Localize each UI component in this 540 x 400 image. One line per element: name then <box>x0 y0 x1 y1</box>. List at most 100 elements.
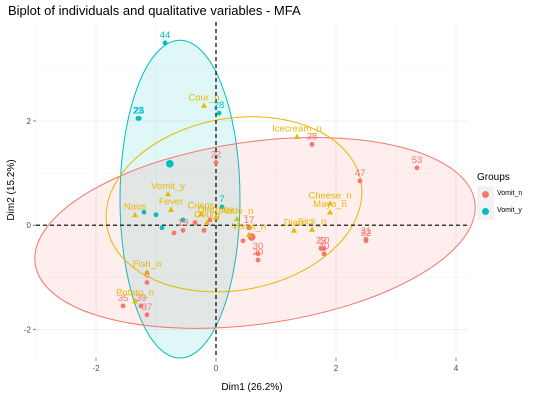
individual-point <box>309 142 315 147</box>
individual-label: 7 <box>219 194 224 205</box>
individual-label: 30 <box>253 241 264 252</box>
individual-point <box>144 280 150 285</box>
y-axis-title: Dim2 (15.2%) <box>6 159 17 220</box>
variable-label: Cour_n <box>188 92 219 103</box>
individual-label: 35 <box>118 293 129 304</box>
individual-label: 38 <box>307 131 318 142</box>
individual-label: 23 <box>133 105 144 116</box>
variable-label: Abdo_n <box>221 206 254 217</box>
variable-point <box>213 214 219 220</box>
individual-label: 26 <box>134 105 145 116</box>
y-tick-label: -2 <box>24 325 32 334</box>
individual-point <box>171 230 177 236</box>
individual-label: 53 <box>412 155 423 166</box>
variable-point <box>234 215 240 222</box>
individual-point <box>240 238 246 244</box>
variable-label: Sick_n <box>298 216 327 227</box>
individual-point <box>120 303 126 309</box>
individual-label: 19 <box>178 217 189 228</box>
variable-point <box>294 133 300 140</box>
individual-label: 32 <box>361 228 372 239</box>
variable-point <box>132 211 138 218</box>
individual-label: 8 <box>144 269 149 280</box>
variable-point <box>132 297 138 304</box>
legend-key-vomit-y <box>477 203 494 220</box>
variable-label: Icecream_n <box>272 124 322 135</box>
variable-label: Diarrhea <box>198 204 235 215</box>
individual-point <box>363 236 369 242</box>
variable-label: Fever <box>159 197 183 208</box>
x-axis-title: Dim1 (26.2%) <box>221 382 282 393</box>
individual-point <box>138 303 144 309</box>
variable-label: Mayo_n <box>313 199 347 210</box>
variable-label: Crisps <box>188 201 215 212</box>
individual-point <box>207 217 213 223</box>
individual-label: 44 <box>160 30 171 41</box>
individual-point <box>159 225 165 231</box>
variable-label: Diarr <box>284 217 305 228</box>
ellipse-vomit-y <box>119 39 241 359</box>
x-tick-label: 2 <box>334 364 339 373</box>
individual-point <box>153 212 159 218</box>
y-tick-label: 0 <box>27 221 32 230</box>
ellipse-vomit-n <box>34 137 476 329</box>
x-tick-label: 4 <box>454 364 459 373</box>
individual-point <box>219 204 225 210</box>
x-tick-label: 0 <box>214 364 219 373</box>
individual-point <box>321 251 327 257</box>
individual-label: 40 <box>319 241 330 252</box>
individual-label: 17 <box>244 215 255 226</box>
individual-point <box>162 40 168 46</box>
individual-label: 20 <box>253 247 264 258</box>
variable-label: Cheese_n <box>308 190 351 201</box>
individual-point <box>213 160 219 166</box>
individual-point <box>246 225 252 231</box>
individual-point <box>192 220 198 225</box>
variable-point <box>168 206 174 212</box>
individual-label: 31 <box>361 226 372 237</box>
individual-label: 37 <box>142 302 153 313</box>
individual-point <box>180 227 186 233</box>
individual-point <box>357 178 363 184</box>
variable-label: Vomit_y <box>151 181 185 192</box>
variable-point <box>144 269 150 275</box>
individual-point <box>141 209 147 215</box>
legend-label-vomit-y: Vomit_y <box>497 207 522 214</box>
individual-point <box>255 257 261 263</box>
variable-point <box>165 190 171 197</box>
individual-point <box>414 165 420 171</box>
y-tick-label: 2 <box>27 117 32 126</box>
individual-label: 47 <box>355 168 366 179</box>
individual-label: 50 <box>319 236 330 247</box>
variable-label: Fish_n <box>133 259 162 270</box>
variable-point <box>309 226 315 232</box>
chart-title: Biplot of individuals and qualitative va… <box>8 3 301 18</box>
variable-point <box>291 227 297 233</box>
legend-key-vomit-n <box>477 186 494 203</box>
individual-point <box>180 217 186 223</box>
variable-point <box>201 102 207 108</box>
variable-point <box>246 231 252 237</box>
variable-label: Naus <box>124 202 146 213</box>
variable-point <box>327 200 333 206</box>
individual-point <box>201 227 207 233</box>
individual-point <box>136 115 142 121</box>
individual-label: 28 <box>214 100 225 111</box>
variable-point <box>198 210 204 217</box>
individual-point <box>318 246 324 252</box>
individual-label: 29 <box>316 236 327 247</box>
variable-label: Vomit_n <box>232 222 266 233</box>
variable-label: Potato_n <box>116 288 154 299</box>
variable-point <box>204 219 210 225</box>
legend-title: Groups <box>477 172 510 183</box>
variable-point <box>327 209 333 215</box>
individual-label: 22 <box>211 150 222 161</box>
individual-point <box>144 312 150 318</box>
individual-point <box>216 110 222 116</box>
legend-label-vomit-n: Vomit_n <box>497 190 523 197</box>
individual-label: 39 <box>136 293 147 304</box>
individual-point <box>255 251 261 257</box>
x-tick-label: -2 <box>92 364 100 373</box>
